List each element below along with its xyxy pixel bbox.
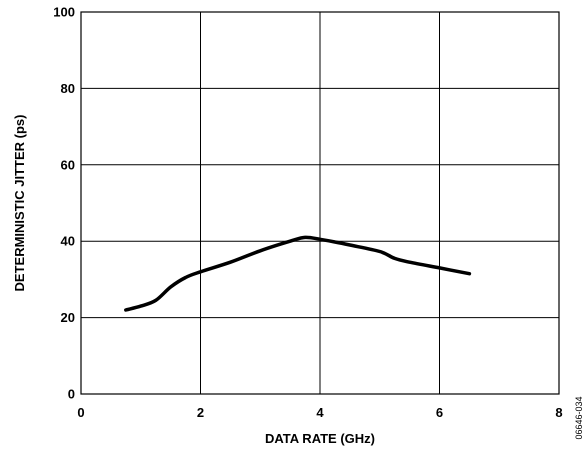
x-tick-label: 6 <box>436 405 443 420</box>
y-tick-label: 80 <box>61 81 75 96</box>
x-axis-label: DATA RATE (GHz) <box>265 431 375 446</box>
x-tick-label: 2 <box>197 405 204 420</box>
y-tick-label: 40 <box>61 234 75 249</box>
chart-grid <box>80 11 560 395</box>
x-tick-label: 8 <box>555 405 562 420</box>
x-tick-label: 4 <box>316 405 324 420</box>
y-tick-label: 100 <box>53 5 75 20</box>
y-axis-label: DETERMINISTIC JITTER (ps) <box>12 115 27 292</box>
x-tick-label: 0 <box>77 405 84 420</box>
y-tick-label: 0 <box>68 387 75 402</box>
x-axis-ticks: 0 2 4 6 8 <box>77 405 562 420</box>
y-axis-ticks: 0 20 40 60 80 100 <box>53 5 75 402</box>
series-line <box>124 235 472 312</box>
y-tick-label: 60 <box>61 157 75 172</box>
figure-id: 06646-034 <box>574 396 584 439</box>
plot-area-frame <box>80 11 560 395</box>
y-tick-label: 20 <box>61 310 75 325</box>
